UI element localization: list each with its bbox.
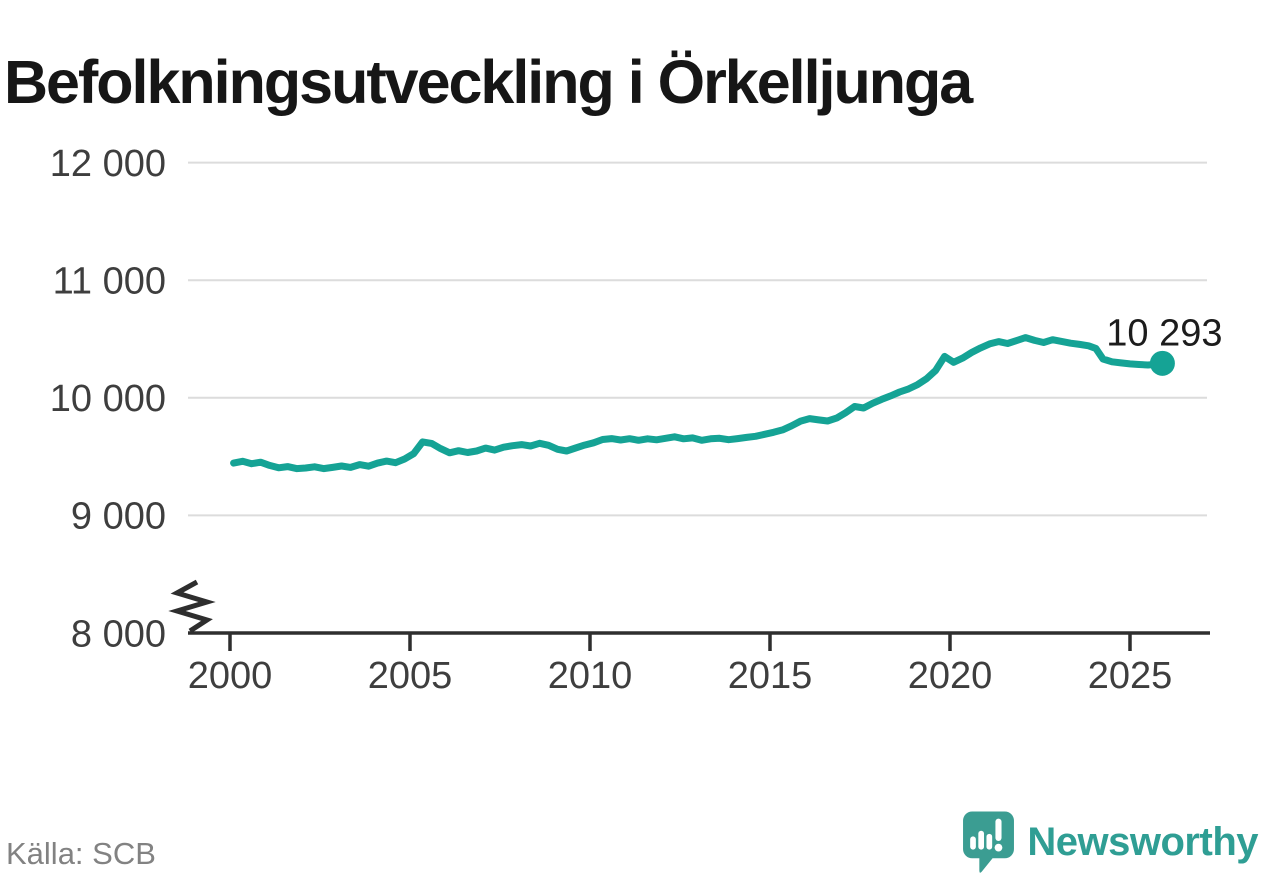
logo-exclamation-dot <box>995 843 1003 852</box>
x-tick-label: 2000 <box>188 655 273 697</box>
x-tick-label: 2020 <box>908 655 993 697</box>
y-axis-break-icon <box>168 579 216 634</box>
page-title: Befolkningsutveckling i Örkelljunga <box>4 47 973 116</box>
source-note: Källa: SCB <box>6 836 156 871</box>
y-tick-label: 11 000 <box>53 261 166 303</box>
y-tick-label: 10 000 <box>50 378 166 420</box>
latest-point-marker <box>1149 350 1175 376</box>
y-tick-label: 12 000 <box>50 143 166 185</box>
logo-bar-tall <box>978 830 985 850</box>
newsworthy-speech-bubble-chart-icon <box>963 811 1015 873</box>
y-tick-label: 9 000 <box>71 496 166 538</box>
population-line <box>230 334 1166 473</box>
logo-bar-medium <box>986 833 993 850</box>
x-tick-label: 2005 <box>368 655 453 697</box>
y-tick-label: 8 000 <box>71 613 166 655</box>
x-tick-label: 2025 <box>1088 655 1173 697</box>
newsworthy-wordmark: Newsworthy <box>1027 820 1258 864</box>
logo-bar-short <box>970 836 977 850</box>
logo-exclamation-bar <box>995 818 1002 841</box>
x-tick-label: 2010 <box>548 655 633 697</box>
x-tick-label: 2015 <box>728 655 813 697</box>
newsworthy-logo: Newsworthy <box>961 810 1258 874</box>
latest-value-label: 10 293 <box>1106 312 1222 354</box>
